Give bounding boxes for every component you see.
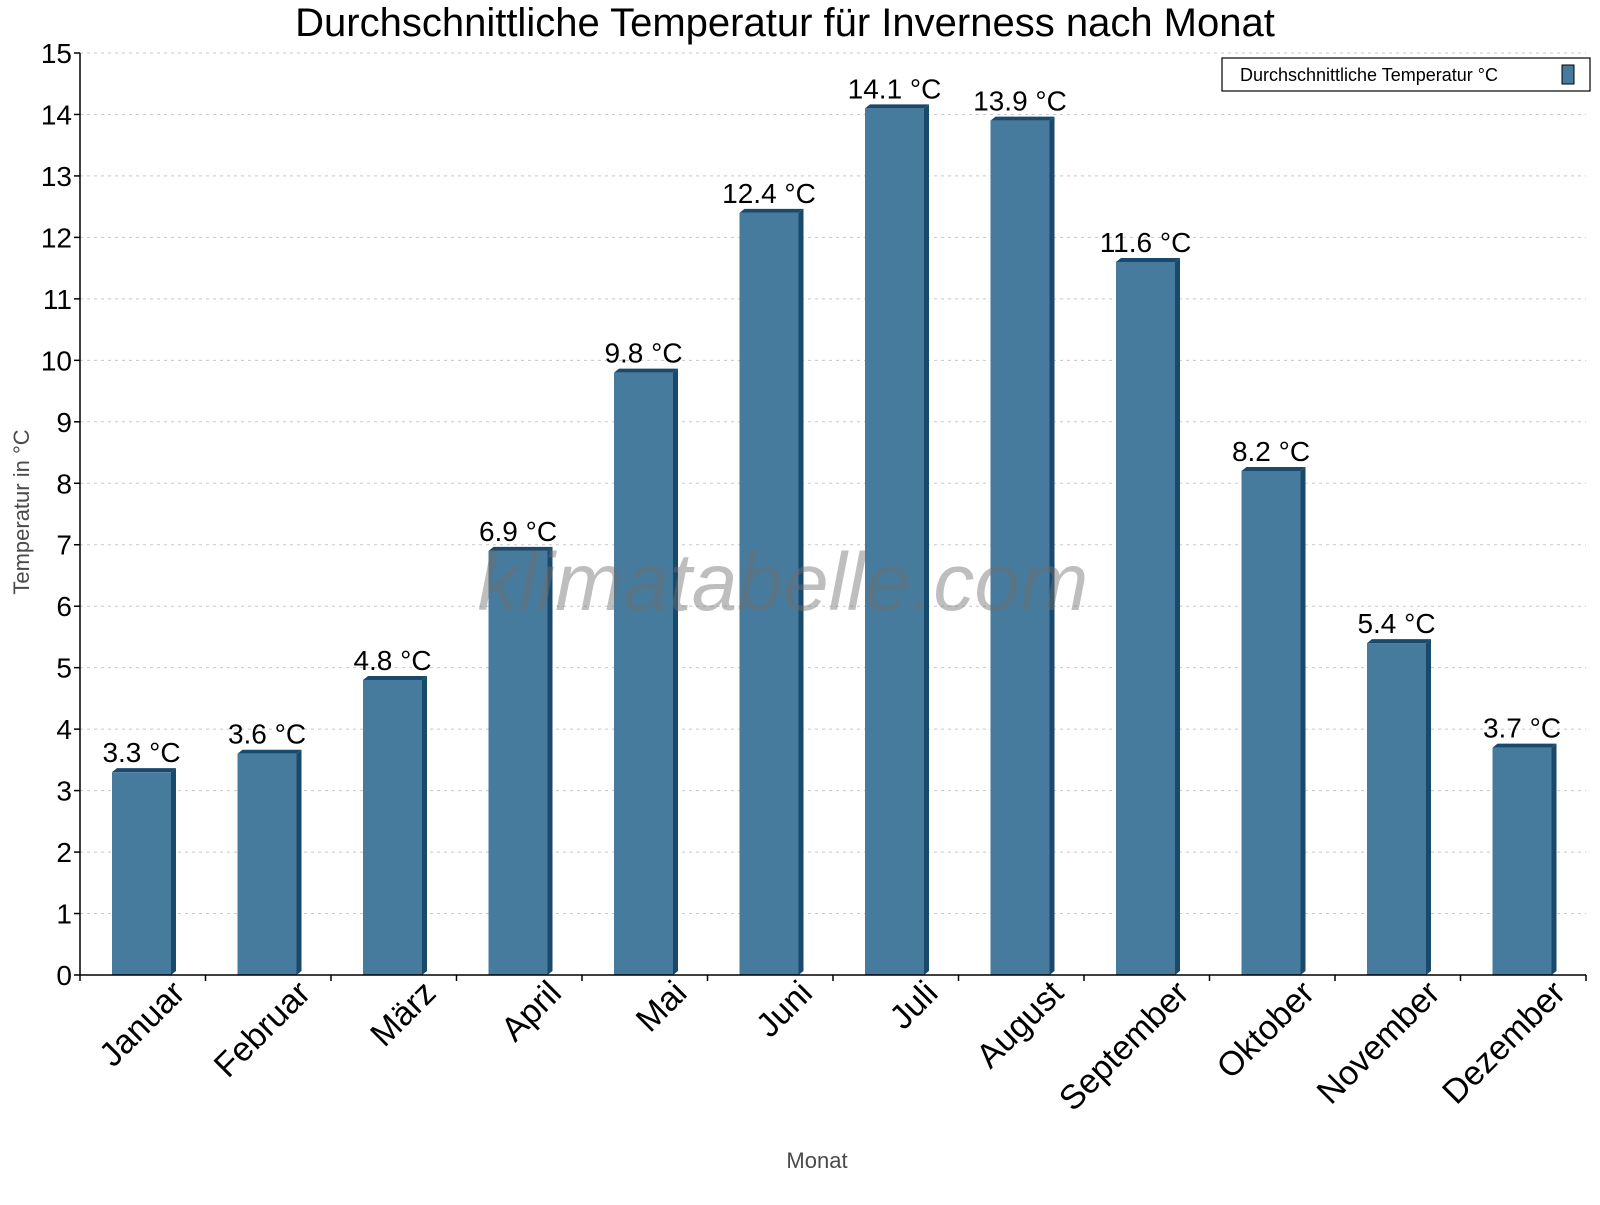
y-tick-label: 4 xyxy=(56,714,72,745)
data-label: 8.2 °C xyxy=(1232,436,1310,467)
y-tick-label: 11 xyxy=(43,284,72,315)
x-tick-label: Mai xyxy=(629,974,695,1040)
data-label: 6.9 °C xyxy=(479,516,557,547)
bar-top xyxy=(865,104,929,109)
x-tick-label: Dezember xyxy=(1435,974,1573,1112)
bar-side xyxy=(1551,743,1557,975)
bar-top xyxy=(363,675,427,680)
bar xyxy=(112,772,171,975)
y-tick-label: 2 xyxy=(56,837,72,868)
grid xyxy=(80,52,1586,915)
bar xyxy=(1367,643,1426,975)
bar-side xyxy=(924,104,929,975)
x-tick-label: September xyxy=(1052,974,1196,1118)
y-tick-label: 3 xyxy=(56,776,72,807)
watermark: klimatabelle.com xyxy=(478,537,1089,628)
y-tick-label: 10 xyxy=(41,345,72,376)
bar xyxy=(1241,470,1301,975)
y-tick-label: 9 xyxy=(56,407,72,438)
bar-top xyxy=(614,368,678,373)
y-tick-label: 5 xyxy=(56,653,72,684)
bar-side xyxy=(1426,639,1431,975)
bar-top xyxy=(1492,743,1557,748)
bar xyxy=(614,372,673,975)
y-tick-label: 15 xyxy=(41,38,72,69)
legend-box xyxy=(1221,57,1591,92)
x-tick-label: Februar xyxy=(207,974,318,1085)
x-tick-label: Oktober xyxy=(1210,974,1322,1086)
y-tick-label: 12 xyxy=(41,222,72,253)
bar-top xyxy=(1241,466,1306,471)
data-label: 5.4 °C xyxy=(1357,608,1435,639)
x-tick-label: August xyxy=(969,973,1071,1075)
y-tick-label: 13 xyxy=(41,161,72,192)
bar-top xyxy=(237,749,302,754)
bar-side xyxy=(1300,466,1306,975)
bar-side xyxy=(673,368,678,975)
chart-title: Durchschnittliche Temperatur für Inverne… xyxy=(295,1,1275,45)
data-label: 13.9 °C xyxy=(973,86,1067,117)
x-tick-label: Januar xyxy=(92,974,192,1074)
bar-side xyxy=(171,768,176,975)
bar-side xyxy=(1049,116,1055,975)
bar-side xyxy=(296,749,302,975)
bar xyxy=(990,120,1050,975)
legend-label: Durchschnittliche Temperatur °C xyxy=(1240,65,1498,85)
data-label: 3.6 °C xyxy=(228,719,306,750)
bar-top xyxy=(739,208,804,213)
legend[interactable]: Durchschnittliche Temperatur °C xyxy=(1221,57,1591,92)
data-label: 12.4 °C xyxy=(722,178,816,209)
bar-top xyxy=(1116,257,1180,262)
y-tick-label: 1 xyxy=(56,899,72,930)
bar-side xyxy=(422,675,427,975)
bar xyxy=(488,550,548,975)
y-tick-label: 7 xyxy=(56,530,72,561)
bar xyxy=(363,679,422,975)
bar-top xyxy=(1367,639,1431,644)
y-tick-label: 0 xyxy=(56,960,72,991)
bar-top xyxy=(990,116,1055,121)
y-axis-label: Temperatur in °C xyxy=(9,429,34,594)
bars: 3.3 °C 3.6 °C 4.8 °C 6.9 °C 9.8 °C 12.4 °C 14.… xyxy=(102,73,1561,975)
bar xyxy=(1116,261,1175,975)
data-label: 11.6 °C xyxy=(1100,227,1192,258)
bar-side xyxy=(1175,257,1180,975)
data-label: 3.3 °C xyxy=(102,737,180,768)
x-tick-label: März xyxy=(363,974,443,1054)
data-label: 14.1 °C xyxy=(848,73,942,104)
y-tick-label: 8 xyxy=(56,468,72,499)
bar xyxy=(1492,747,1552,975)
x-tick-label: Juni xyxy=(749,974,820,1045)
bar-top xyxy=(112,768,176,773)
bar xyxy=(739,212,799,975)
data-label: 9.8 °C xyxy=(604,338,682,369)
data-label: 3.7 °C xyxy=(1483,713,1561,744)
bar-side xyxy=(547,546,553,975)
x-tick-label: April xyxy=(494,974,569,1049)
data-label: 4.8 °C xyxy=(353,645,431,676)
x-axis-label: Monat xyxy=(786,1148,847,1173)
y-tick-label: 6 xyxy=(56,591,72,622)
x-tick-label: November xyxy=(1310,974,1448,1112)
bar xyxy=(865,108,924,975)
x-tick-label: Juli xyxy=(882,974,945,1037)
legend-swatch xyxy=(1561,64,1575,85)
y-tick-label: 14 xyxy=(41,99,72,130)
bar-top xyxy=(488,546,553,551)
bar xyxy=(237,753,297,975)
bar-side xyxy=(798,208,804,975)
